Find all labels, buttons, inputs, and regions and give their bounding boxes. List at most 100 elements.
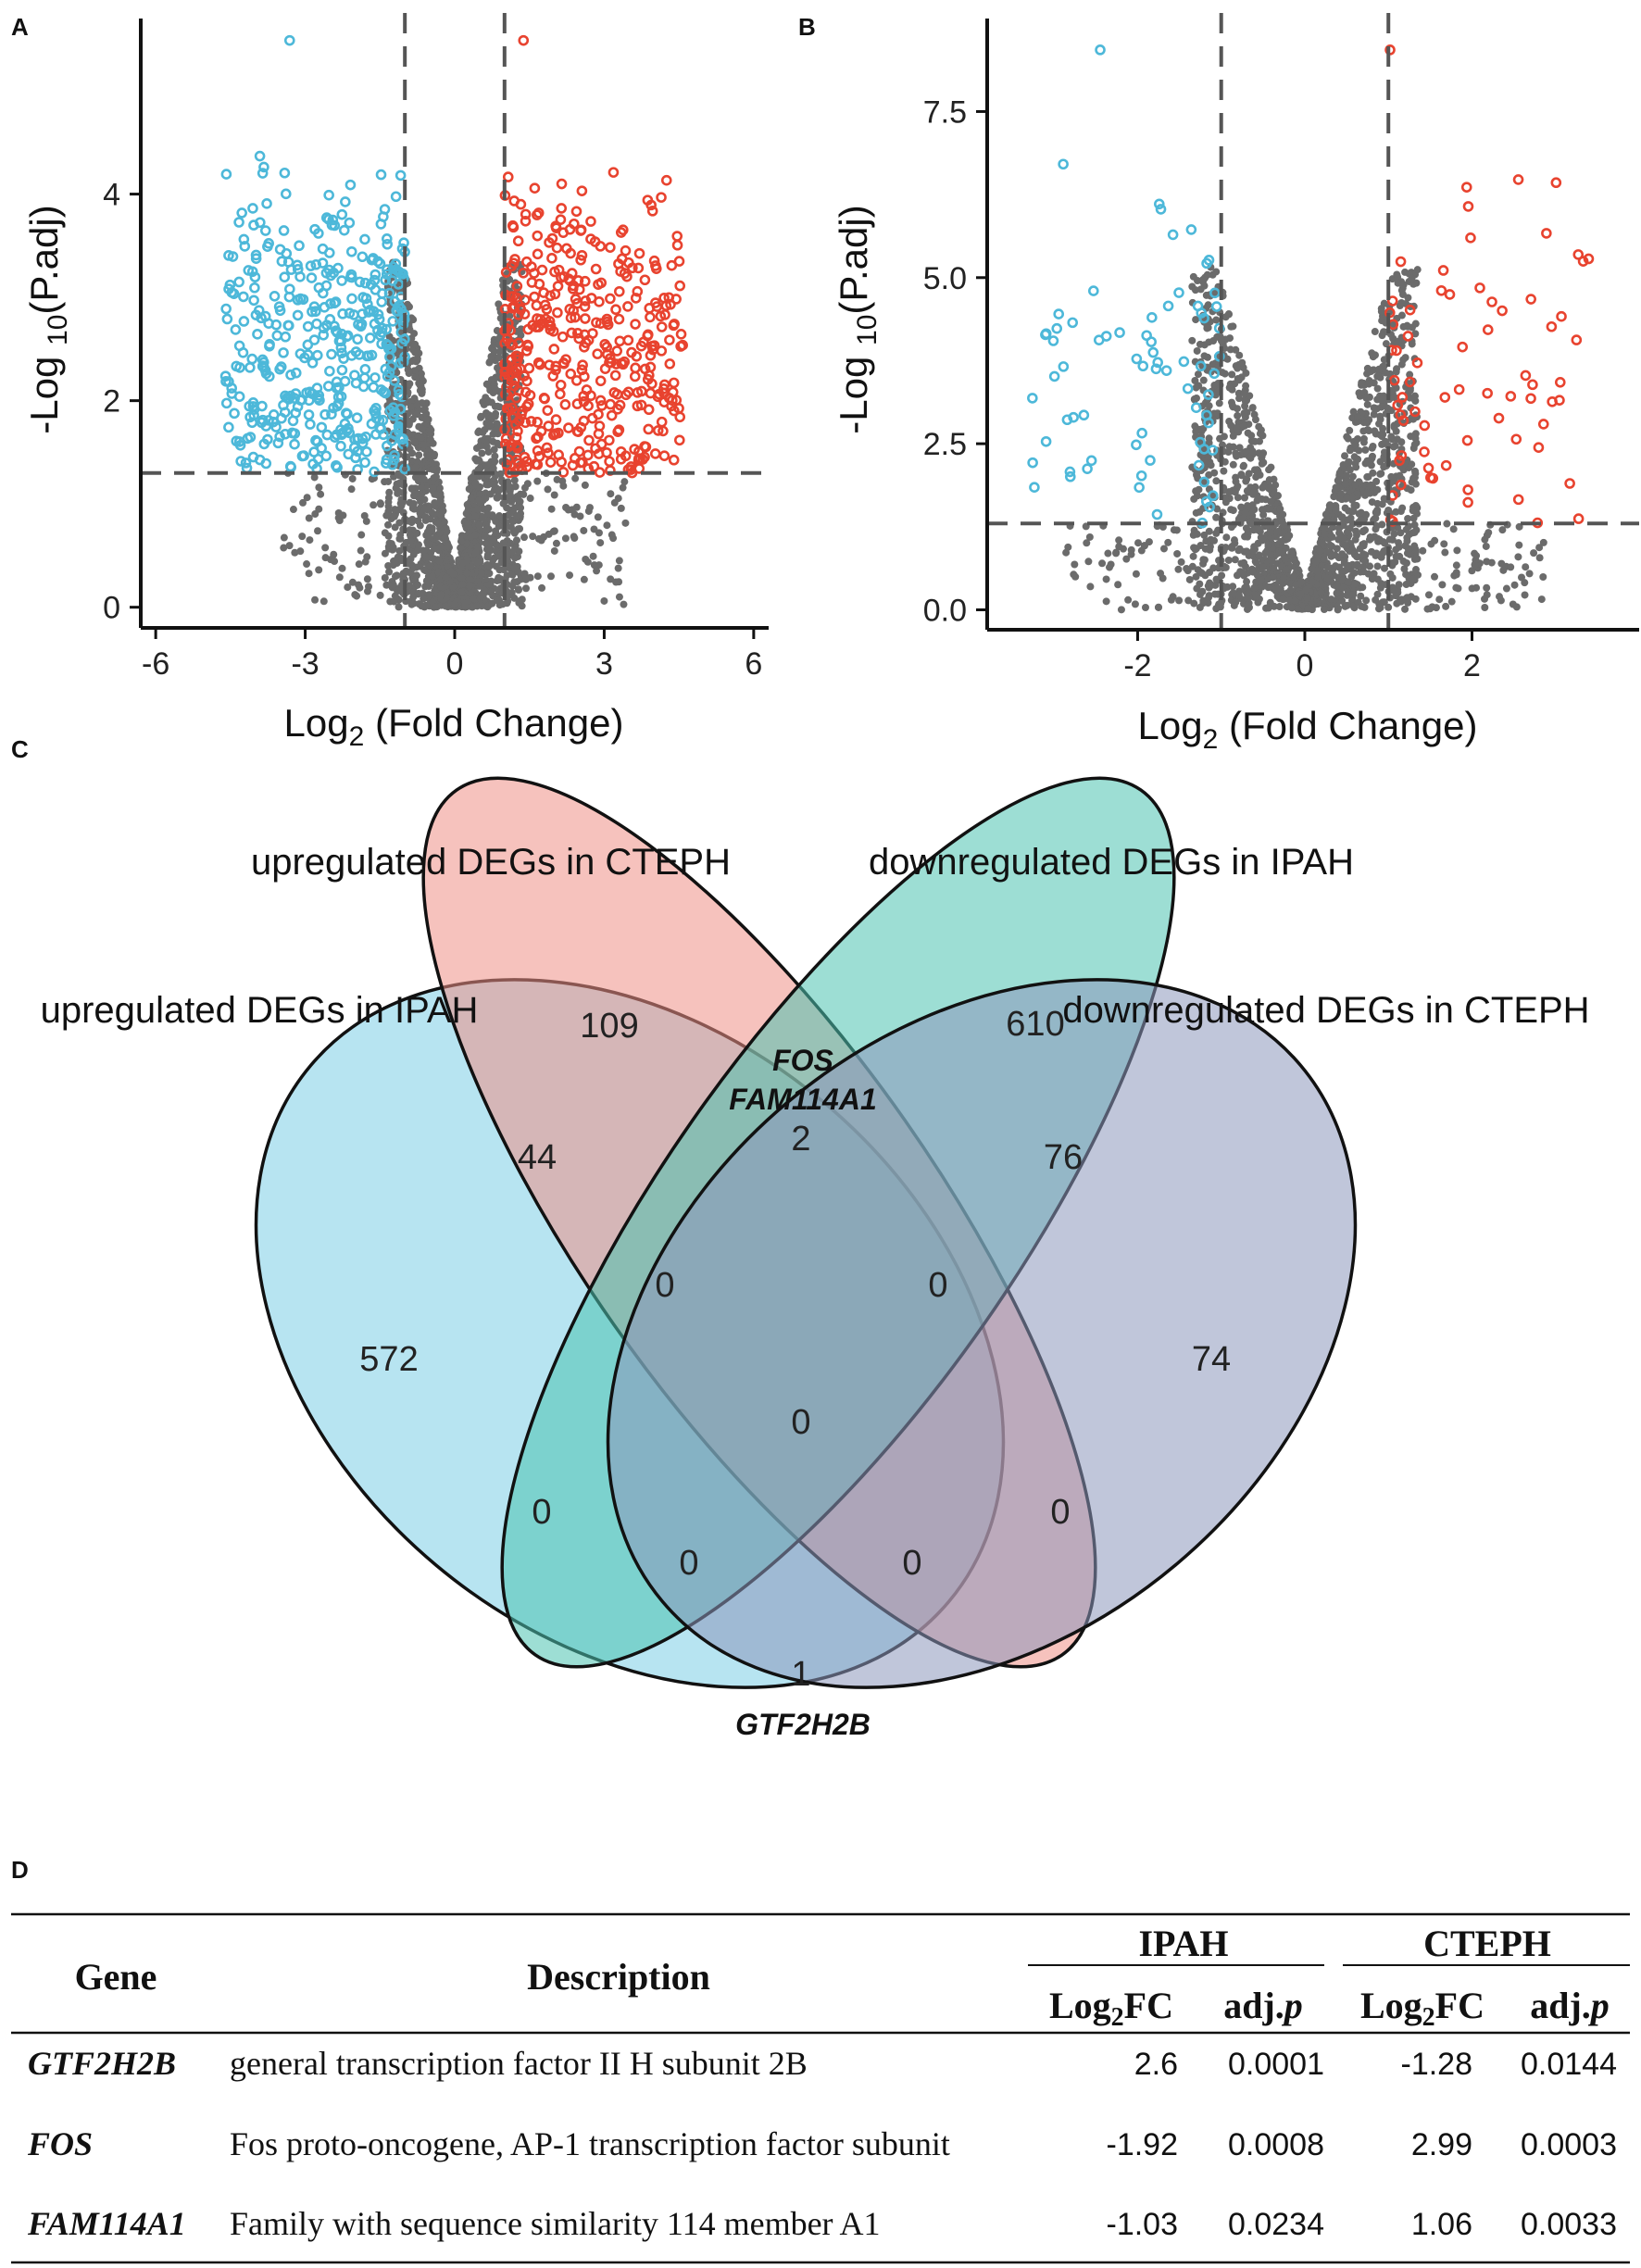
point-ns [389, 581, 397, 589]
point-up [643, 423, 655, 435]
point-ns [381, 573, 389, 582]
point-ns [1360, 603, 1369, 611]
point-ns [413, 410, 421, 419]
point-ns [1364, 570, 1372, 578]
venn-count-ctephup-ctephdown: 0 [1050, 1493, 1070, 1532]
volcano-b-x-title-rest: (Fold Change) [1218, 704, 1477, 747]
point-ns [1377, 580, 1385, 588]
point-ns [1370, 410, 1378, 419]
point-ns [511, 482, 520, 491]
point-ns [1134, 539, 1143, 547]
point-ns [1220, 432, 1228, 441]
point-ns [1440, 540, 1448, 548]
point-ns [494, 439, 502, 447]
point-ns [1241, 494, 1249, 502]
point-ns [603, 521, 611, 530]
point-ns [353, 592, 361, 600]
point-up [550, 414, 562, 425]
point-ns [510, 564, 519, 572]
point-ns [1215, 399, 1223, 407]
table-cell-ipah-log2fc: -1.92 [1107, 2127, 1179, 2162]
venn-label-ipah-up: upregulated DEGs in IPAH [41, 990, 479, 1031]
point-down [254, 150, 266, 162]
point-ns [384, 498, 393, 507]
point-down [278, 225, 290, 236]
point-up [622, 334, 634, 346]
point-ns [315, 483, 323, 492]
point-down [233, 276, 244, 288]
point-ns [291, 548, 299, 557]
point-ns [458, 581, 467, 589]
point-ns [413, 457, 421, 466]
point-ns [483, 561, 492, 570]
point-ns [481, 532, 489, 540]
point-up [551, 242, 563, 254]
point-ns [1249, 526, 1258, 534]
point-ns [376, 500, 384, 508]
point-ns [529, 533, 537, 541]
point-ns [1248, 404, 1257, 412]
point-ns [1525, 570, 1534, 578]
point-ns [1244, 429, 1252, 437]
point-down [305, 419, 316, 430]
point-ns [411, 463, 420, 471]
point-ns [1259, 563, 1267, 571]
point-ns [334, 508, 343, 517]
point-ns [1399, 558, 1408, 566]
point-ns [1225, 418, 1234, 426]
point-ns [280, 544, 288, 552]
point-down [1146, 312, 1158, 323]
point-ns [620, 600, 628, 608]
point-ns [1411, 470, 1420, 478]
point-ns [1268, 558, 1276, 566]
table-cell-description: general transcription factor II H subuni… [230, 2045, 808, 2082]
point-ns [381, 478, 389, 486]
x-tick-label: 0 [446, 646, 464, 682]
point-ns [546, 572, 555, 581]
point-ns [1266, 505, 1274, 513]
point-down [271, 330, 283, 342]
point-ns [1279, 548, 1287, 557]
point-down [283, 34, 295, 46]
point-ns [1224, 556, 1233, 564]
point-ns [1234, 364, 1242, 372]
point-ns [1344, 578, 1352, 586]
volcano-a-x-title-rest: (Fold Change) [364, 701, 623, 745]
point-ns [469, 472, 477, 481]
table-cell-gene: FAM114A1 [27, 2205, 186, 2242]
point-down [359, 233, 370, 245]
point-down [1155, 204, 1167, 215]
point-ns [1285, 532, 1294, 540]
point-ns [1442, 602, 1450, 610]
point-down [390, 191, 402, 203]
point-up [604, 434, 615, 446]
point-ns [510, 554, 519, 562]
point-ns [1380, 463, 1388, 471]
point-ns [1193, 346, 1201, 355]
point-down [220, 303, 232, 315]
point-ns [1376, 431, 1384, 439]
point-up [630, 319, 641, 330]
table-cell-cteph-adjp: 0.0144 [1521, 2047, 1617, 2082]
point-ns [473, 558, 482, 567]
point-down [370, 269, 382, 281]
point-ns [1273, 528, 1282, 536]
point-ns [1369, 442, 1377, 450]
point-down [1134, 482, 1145, 494]
point-up [1465, 232, 1476, 244]
point-up [529, 291, 540, 303]
point-ns [418, 388, 426, 396]
point-ns [498, 600, 507, 608]
point-ns [515, 586, 523, 595]
point-ns [1127, 545, 1135, 554]
point-ns [1252, 558, 1260, 567]
point-ns [1279, 574, 1287, 583]
point-ns [363, 575, 371, 583]
table-cell-ipah-log2fc: 2.6 [1134, 2047, 1178, 2082]
point-down [357, 251, 369, 263]
point-down [310, 258, 322, 270]
point-ns [1277, 537, 1285, 545]
point-up [1460, 182, 1472, 193]
point-down [1167, 229, 1179, 241]
point-ns [411, 348, 420, 357]
